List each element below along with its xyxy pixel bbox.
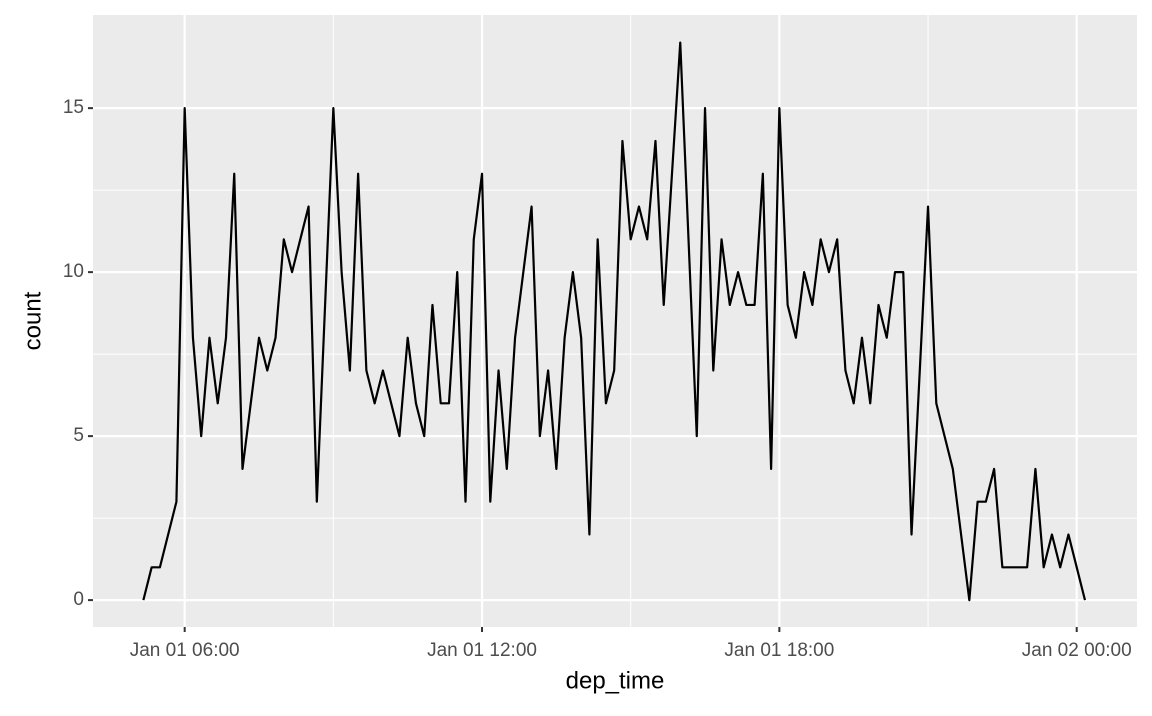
y-tick-label: 15 bbox=[63, 97, 84, 118]
x-tick-label: Jan 01 12:00 bbox=[427, 640, 537, 661]
y-tick-label: 5 bbox=[73, 425, 84, 446]
line bbox=[142, 41, 1087, 602]
x-tick-label: Jan 01 18:00 bbox=[724, 640, 834, 661]
x-tick-label: Jan 01 06:00 bbox=[130, 640, 240, 661]
y-axis-title: count bbox=[19, 291, 46, 350]
x-tick-label: Jan 02 00:00 bbox=[1022, 640, 1132, 661]
y-tick-label: 0 bbox=[73, 589, 84, 610]
y-tick-label: 10 bbox=[63, 261, 84, 282]
x-axis-title: dep_time bbox=[566, 667, 665, 694]
